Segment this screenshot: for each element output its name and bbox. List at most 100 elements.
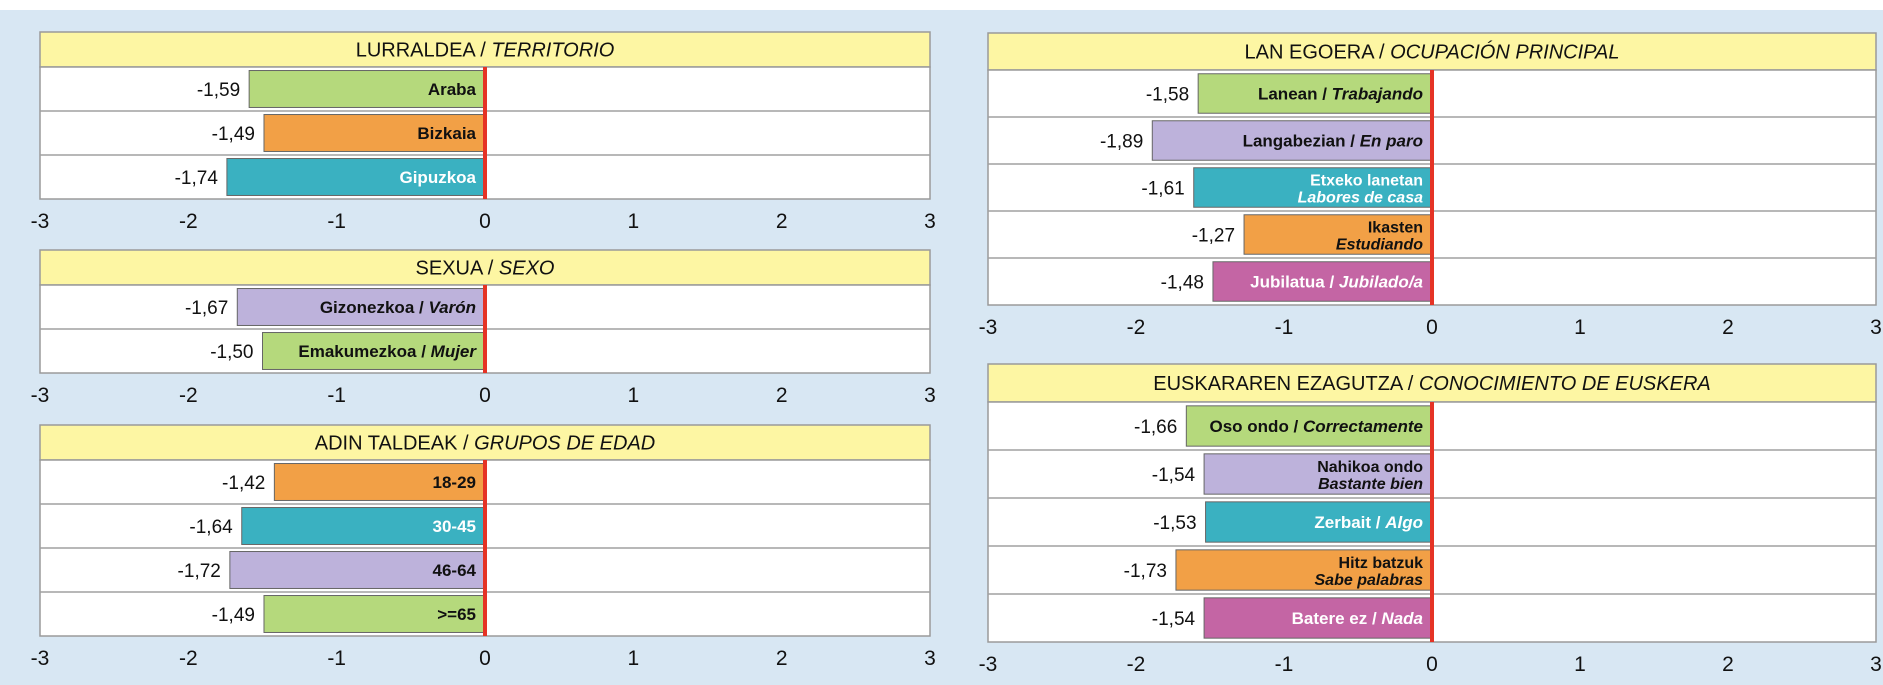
bar-label: Gizonezkoa / Varón — [320, 298, 476, 317]
bar-label: >=65 — [437, 605, 476, 624]
x-tick-label: 0 — [1426, 316, 1438, 339]
bar-label: Lanean / Trabajando — [1258, 85, 1423, 104]
x-tick-label: -1 — [327, 210, 346, 233]
value-label: -1,89 — [1100, 132, 1143, 153]
value-label: -1,59 — [197, 80, 240, 101]
bar-label: Etxeko lanetan — [1310, 173, 1423, 190]
chart-svg: LURRALDEA / TERRITORIO -1,59 Araba -1,49 Biz… — [31, 31, 1882, 676]
x-tick-label: -3 — [979, 653, 998, 676]
value-label: -1,64 — [189, 517, 233, 538]
x-tick-label: 3 — [924, 210, 936, 233]
bar-label-es: Labores de casa — [1298, 190, 1424, 207]
x-tick-label: -3 — [31, 647, 50, 670]
value-label: -1,74 — [175, 168, 219, 189]
bar — [1197, 73, 1433, 114]
x-tick-label: 3 — [924, 647, 936, 670]
chart-title: ADIN TALDEAK / GRUPOS DE EDAD — [315, 433, 655, 455]
bar — [1151, 120, 1433, 161]
bar — [263, 114, 486, 152]
x-tick-label: 1 — [1574, 316, 1586, 339]
bar — [229, 551, 486, 589]
x-tick-label: 0 — [479, 384, 491, 407]
chart-title: EUSKARAREN EZAGUTZA / CONOCIMIENTO DE EU… — [1153, 373, 1711, 395]
x-tick-label: -3 — [979, 316, 998, 339]
bar-label: Jubilatua / Jubilado/a — [1250, 273, 1423, 292]
value-label: -1,73 — [1124, 561, 1167, 582]
x-tick-label: 1 — [627, 647, 639, 670]
x-tick-label: 0 — [479, 210, 491, 233]
value-label: -1,67 — [185, 298, 228, 319]
bar — [273, 463, 486, 501]
value-label: -1,50 — [210, 342, 253, 363]
value-label: -1,49 — [212, 605, 255, 626]
x-tick-label: 2 — [1722, 316, 1734, 339]
value-label: -1,72 — [178, 561, 221, 582]
x-tick-label: -2 — [179, 384, 198, 407]
value-label: -1,58 — [1146, 85, 1189, 106]
x-tick-label: 3 — [1870, 316, 1882, 339]
bar-label: 18-29 — [433, 473, 476, 492]
value-label: -1,66 — [1134, 417, 1177, 438]
chart-panel-0: LURRALDEA / TERRITORIO -1,59 Araba -1,49 Biz… — [31, 31, 936, 233]
x-tick-label: -1 — [327, 647, 346, 670]
bar — [1203, 597, 1433, 639]
bar-label: 30-45 — [433, 517, 476, 536]
bar-label-es: Sabe palabras — [1315, 572, 1424, 589]
bar-label: Batere ez / Nada — [1292, 609, 1423, 628]
chart-title: LAN EGOERA / OCUPACIÓN PRINCIPAL — [1245, 41, 1620, 64]
bar-label-es: Bastante bien — [1318, 476, 1423, 493]
x-tick-label: 0 — [479, 647, 491, 670]
bar — [1185, 405, 1433, 447]
chart-title-band — [987, 363, 1877, 403]
bar-label: Langabezian / En paro — [1243, 132, 1423, 151]
x-tick-label: 3 — [1870, 653, 1882, 676]
bar — [263, 595, 486, 633]
bar-label: Gipuzkoa — [399, 168, 476, 187]
bar-label: Nahikoa ondo — [1317, 459, 1423, 476]
bar — [1193, 167, 1433, 208]
bar-label: Hitz batzuk — [1339, 555, 1424, 572]
x-tick-label: -2 — [179, 210, 198, 233]
bar — [248, 70, 486, 108]
chart-canvas: LURRALDEA / TERRITORIO -1,59 Araba -1,49 Biz… — [0, 10, 1883, 685]
value-label: -1,48 — [1161, 273, 1204, 294]
x-tick-label: -1 — [1275, 316, 1294, 339]
chart-title: LURRALDEA / TERRITORIO — [356, 40, 615, 62]
chart-panel-1: SEXUA / SEXO -1,67 Gizonezkoa / Varón -1,50… — [31, 249, 936, 407]
x-tick-label: -3 — [31, 210, 50, 233]
chart-title-band — [39, 31, 931, 68]
bar-label: Ikasten — [1368, 220, 1423, 237]
x-tick-label: 1 — [627, 384, 639, 407]
x-tick-label: 0 — [1426, 653, 1438, 676]
x-tick-label: -2 — [1127, 316, 1146, 339]
x-tick-label: -1 — [327, 384, 346, 407]
value-label: -1,54 — [1152, 609, 1196, 630]
bar-label: Oso ondo / Correctamente — [1210, 417, 1424, 436]
x-tick-label: 2 — [776, 210, 788, 233]
value-label: -1,49 — [212, 124, 255, 145]
x-tick-label: 2 — [776, 384, 788, 407]
value-label: -1,53 — [1153, 513, 1196, 534]
x-tick-label: -1 — [1275, 653, 1294, 676]
bar-label: Bizkaia — [417, 124, 476, 143]
bar — [241, 507, 486, 545]
bar-label-es: Estudiando — [1336, 237, 1423, 254]
bar-label: Zerbait / Algo — [1314, 513, 1423, 532]
bar — [262, 332, 486, 370]
x-tick-label: 2 — [1722, 653, 1734, 676]
x-tick-label: 1 — [1574, 653, 1586, 676]
value-label: -1,27 — [1192, 226, 1235, 247]
x-tick-label: -2 — [1127, 653, 1146, 676]
chart-title-band — [987, 32, 1877, 71]
bar — [1205, 501, 1433, 543]
bar — [1203, 453, 1433, 495]
x-tick-label: 2 — [776, 647, 788, 670]
bar-label: 46-64 — [433, 561, 477, 580]
bar-label: Araba — [428, 80, 477, 99]
value-label: -1,54 — [1152, 465, 1196, 486]
chart-title-band — [39, 424, 931, 461]
x-tick-label: -2 — [179, 647, 198, 670]
chart-panel-3: LAN EGOERA / OCUPACIÓN PRINCIPAL -1,58 Lan… — [979, 32, 1882, 339]
value-label: -1,61 — [1141, 179, 1184, 200]
value-label: -1,42 — [222, 473, 265, 494]
